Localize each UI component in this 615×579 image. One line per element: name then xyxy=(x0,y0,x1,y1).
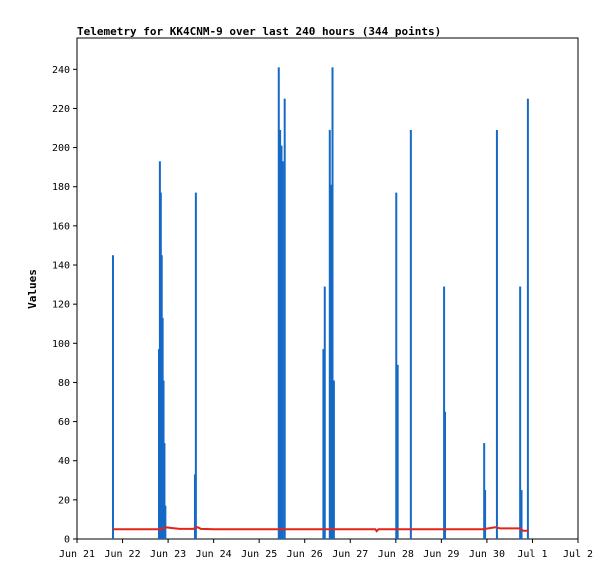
bar-13 xyxy=(280,145,283,539)
bar-28 xyxy=(484,490,487,539)
x-tick-label-1: Jun 22 xyxy=(104,549,140,560)
bar-30 xyxy=(519,286,522,539)
bar-15 xyxy=(283,98,286,540)
bar-series xyxy=(111,67,529,540)
bar-10 xyxy=(194,192,197,540)
plot-area xyxy=(76,37,579,540)
x-tick-label-7: Jun 28 xyxy=(378,549,414,560)
bar-26 xyxy=(444,411,447,539)
x-tick-label-9: Jun 30 xyxy=(469,549,505,560)
x-tick-label-2: Jun 23 xyxy=(150,549,186,560)
bar-21 xyxy=(332,380,335,539)
bar-0 xyxy=(111,255,114,540)
x-tick-label-4: Jun 25 xyxy=(241,549,277,560)
bar-8 xyxy=(164,505,167,539)
y-tick-label-11: 220 xyxy=(52,104,70,115)
x-tick-label-0: Jun 21 xyxy=(59,549,95,560)
y-tick-label-8: 160 xyxy=(52,221,70,232)
y-tick-label-3: 60 xyxy=(58,417,70,428)
y-axis-label: Values xyxy=(26,269,39,309)
x-tick-label-3: Jun 24 xyxy=(196,549,232,560)
y-axis: 0 20 40 60 80 100 120 140 160 180 200 220 240 xyxy=(52,65,77,546)
bar-20 xyxy=(331,67,334,540)
bar-31 xyxy=(520,490,523,539)
x-axis: Jun 21 Jun 22 Jun 23 Jun 24 Jun 25 Jun 26 Jun … xyxy=(59,539,593,560)
y-tick-label-7: 140 xyxy=(52,261,70,272)
bar-23 xyxy=(396,364,399,539)
bar-14 xyxy=(281,161,284,540)
bar-24 xyxy=(409,129,412,540)
x-tick-label-10: Jul 1 xyxy=(517,549,547,560)
bar-11 xyxy=(277,67,280,540)
bar-18 xyxy=(328,129,331,540)
x-tick-label-8: Jun 29 xyxy=(423,549,459,560)
bar-7 xyxy=(163,443,166,539)
y-tick-label-1: 20 xyxy=(58,495,70,506)
y-tick-label-9: 180 xyxy=(52,182,70,193)
bar-32 xyxy=(526,98,529,540)
x-tick-label-11: Jul 2 xyxy=(563,549,593,560)
x-tick-label-5: Jun 26 xyxy=(287,549,323,560)
line-series xyxy=(112,526,529,533)
bar-12 xyxy=(279,129,282,540)
x-tick-label-6: Jun 27 xyxy=(332,549,368,560)
bar-22 xyxy=(395,192,398,540)
y-tick-label-10: 200 xyxy=(52,143,70,154)
bar-16 xyxy=(322,349,325,539)
y-tick-label-5: 100 xyxy=(52,339,70,350)
chart-title: Telemetry for KK4CNM-9 over last 240 hou… xyxy=(77,25,441,38)
bar-29 xyxy=(495,129,498,540)
bar-17 xyxy=(323,286,326,539)
bar-19 xyxy=(330,184,333,539)
y-tick-label-4: 80 xyxy=(58,378,70,389)
y-tick-label-0: 0 xyxy=(64,535,70,546)
y-tick-label-12: 240 xyxy=(52,65,70,76)
y-tick-label-6: 120 xyxy=(52,300,70,311)
y-tick-label-2: 40 xyxy=(58,456,70,467)
